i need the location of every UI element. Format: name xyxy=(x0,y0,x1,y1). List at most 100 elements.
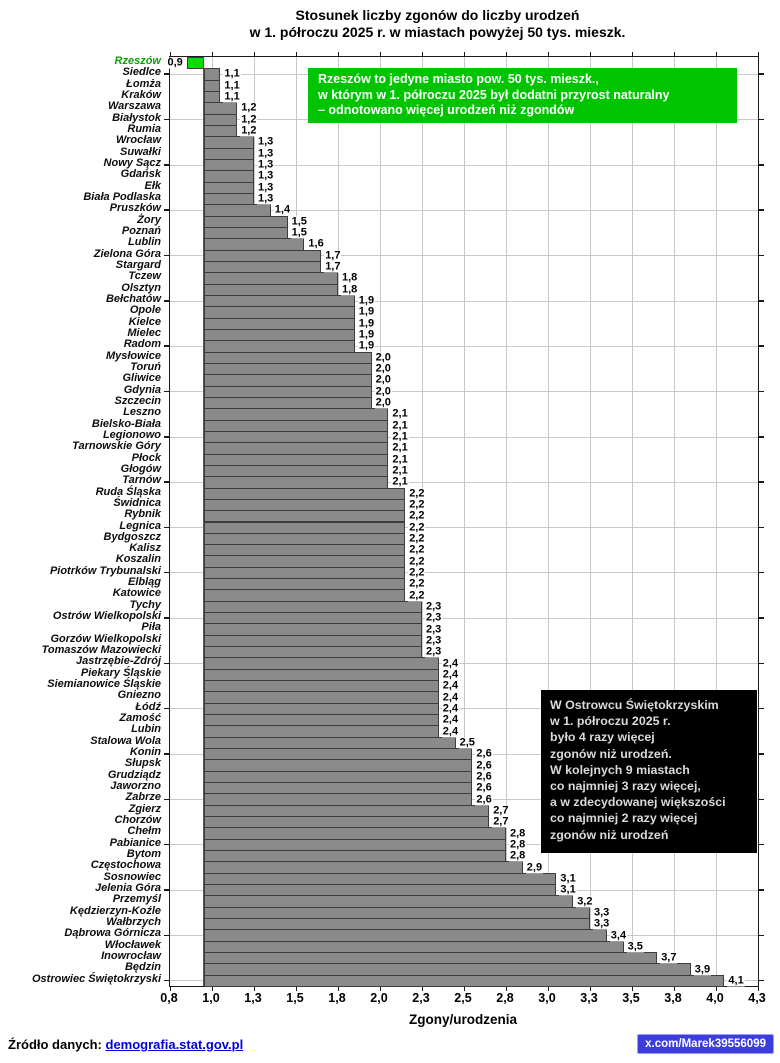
value-label: 1,1 xyxy=(223,67,241,80)
city-label: Suwałki xyxy=(120,145,161,158)
value-label: 2,0 xyxy=(374,396,392,409)
chart-title-line1: Stosunek liczby zgonów do liczby urodzeń xyxy=(295,7,580,23)
y-axis-labels: Rzeszów Siedlce Łomża Kraków Warszawa Białyst… xyxy=(0,55,161,985)
city-label: Gdynia xyxy=(123,383,161,396)
city-label: Siemianowice Śląskie xyxy=(47,678,161,691)
city-label: Grudziądz xyxy=(107,768,161,781)
y-axis-tick-right xyxy=(759,436,764,438)
city-label: Wałbrzych xyxy=(106,916,161,929)
source-link[interactable]: demografia.stat.gov.pl xyxy=(105,1037,244,1052)
city-label: Zabrze xyxy=(125,791,161,804)
x-tick-label: 1,0 xyxy=(202,991,220,1005)
city-label: Jaworzno xyxy=(110,780,161,793)
city-label: Ełk xyxy=(144,179,161,192)
y-axis-tick xyxy=(164,753,169,755)
city-label: Tczew xyxy=(128,270,161,283)
chart-title: Stosunek liczby zgonów do liczby urodzeń… xyxy=(115,7,760,41)
city-label: Koszalin xyxy=(115,553,161,566)
value-label: 2,5 xyxy=(458,736,476,749)
y-axis-tick-right xyxy=(759,843,764,846)
value-label: 1,5 xyxy=(290,215,308,228)
value-label: 1,5 xyxy=(290,226,308,239)
y-axis-tick-right xyxy=(759,934,764,937)
city-label: Rumia xyxy=(127,122,161,135)
city-label: Tarnów xyxy=(122,474,161,487)
city-label: Tarnowskie Góry xyxy=(72,440,161,453)
value-label: 2,0 xyxy=(374,385,392,398)
value-label: 2,2 xyxy=(408,589,426,602)
chart-title-line2: w 1. półroczu 2025 r. w miastach powyżej… xyxy=(249,24,626,40)
x-axis-tick xyxy=(379,986,381,991)
x-axis-tick xyxy=(589,986,591,991)
city-label: Gliwice xyxy=(122,372,161,385)
city-label: Nowy Sącz xyxy=(103,156,161,169)
city-label: Dąbrowa Górnicza xyxy=(64,927,161,940)
y-axis-tick-right xyxy=(759,254,764,257)
x-axis-tick-top xyxy=(673,52,675,56)
x-axis-tick xyxy=(169,986,171,991)
x-tick-label: 0,8 xyxy=(160,991,178,1005)
gridline-horizontal xyxy=(170,617,758,619)
x-axis-tick xyxy=(421,986,423,991)
y-axis-tick-right xyxy=(759,164,764,166)
gridline-vertical xyxy=(590,57,591,986)
x-axis-tick-top xyxy=(463,52,465,56)
y-axis-tick xyxy=(164,254,169,257)
value-label: 2,3 xyxy=(425,611,443,624)
source-label: Źródło danych: xyxy=(8,1037,106,1052)
x-tick-label: 3,8 xyxy=(664,991,682,1005)
city-label: Wrocław xyxy=(115,134,161,147)
annotation-line: Rzeszów to jedyne miasto pow. 50 tys. mi… xyxy=(318,72,599,86)
city-label: Stalowa Wola xyxy=(90,734,161,747)
gridline-horizontal xyxy=(170,300,758,302)
y-axis-tick xyxy=(164,164,169,166)
value-label: 4,1 xyxy=(727,974,745,987)
value-label: 2,1 xyxy=(391,464,409,477)
annotation-line: a w zdecydowanej większości xyxy=(550,795,726,810)
gridline-vertical xyxy=(506,57,507,986)
y-axis-tick xyxy=(164,571,169,574)
x-tick-label: 3,3 xyxy=(580,991,598,1005)
x-tick-label: 4,0 xyxy=(706,991,724,1005)
city-label: Łódź xyxy=(135,700,161,713)
value-label: 3,5 xyxy=(626,940,644,953)
value-label: 1,8 xyxy=(341,271,359,284)
city-label: Poznań xyxy=(121,224,161,237)
city-label: Gdańsk xyxy=(120,168,161,181)
value-label: 1,2 xyxy=(240,124,258,137)
city-label: Bydgoszcz xyxy=(103,530,161,543)
value-label: 2,3 xyxy=(425,634,443,647)
green-annotation: Rzeszów to jedyne miasto pow. 50 tys. mi… xyxy=(308,68,737,123)
y-axis-tick-right xyxy=(759,526,764,529)
value-label: 2,6 xyxy=(475,781,493,794)
value-label: 1,3 xyxy=(257,147,275,160)
x-axis-tick xyxy=(715,986,717,991)
gridline-horizontal xyxy=(170,391,758,393)
y-axis-tick xyxy=(164,300,169,302)
x-tick-label: 3,0 xyxy=(538,991,556,1005)
value-label: 2,2 xyxy=(408,555,426,568)
city-label: Siedlce xyxy=(122,66,161,79)
y-axis-tick xyxy=(164,73,169,75)
value-label: 2,7 xyxy=(492,815,510,828)
city-label: Elbląg xyxy=(127,576,161,589)
x-axis-tick-top xyxy=(631,52,633,56)
city-label: Bełchatów xyxy=(105,292,161,305)
x-axis-tick xyxy=(253,986,255,991)
city-label: Będzin xyxy=(124,961,161,974)
y-axis-tick xyxy=(164,798,169,801)
value-label: 2,2 xyxy=(408,498,426,511)
y-axis-tick-right xyxy=(759,617,764,619)
x-axis-tick xyxy=(505,986,507,991)
city-label: Chorzów xyxy=(114,814,161,827)
value-label: 1,3 xyxy=(257,192,275,205)
value-label: 1,1 xyxy=(223,79,241,92)
value-label: 3,4 xyxy=(609,929,628,942)
gridline-horizontal xyxy=(170,255,758,257)
value-label: 3,1 xyxy=(559,872,577,885)
value-label: 0,9 xyxy=(166,56,184,69)
value-label: 2,1 xyxy=(391,430,409,443)
city-label: Bielsko-Biała xyxy=(91,417,161,430)
annotation-line: w którym w 1. półroczu 2025 był dodatni … xyxy=(318,87,670,102)
y-axis-tick-right xyxy=(759,73,764,75)
